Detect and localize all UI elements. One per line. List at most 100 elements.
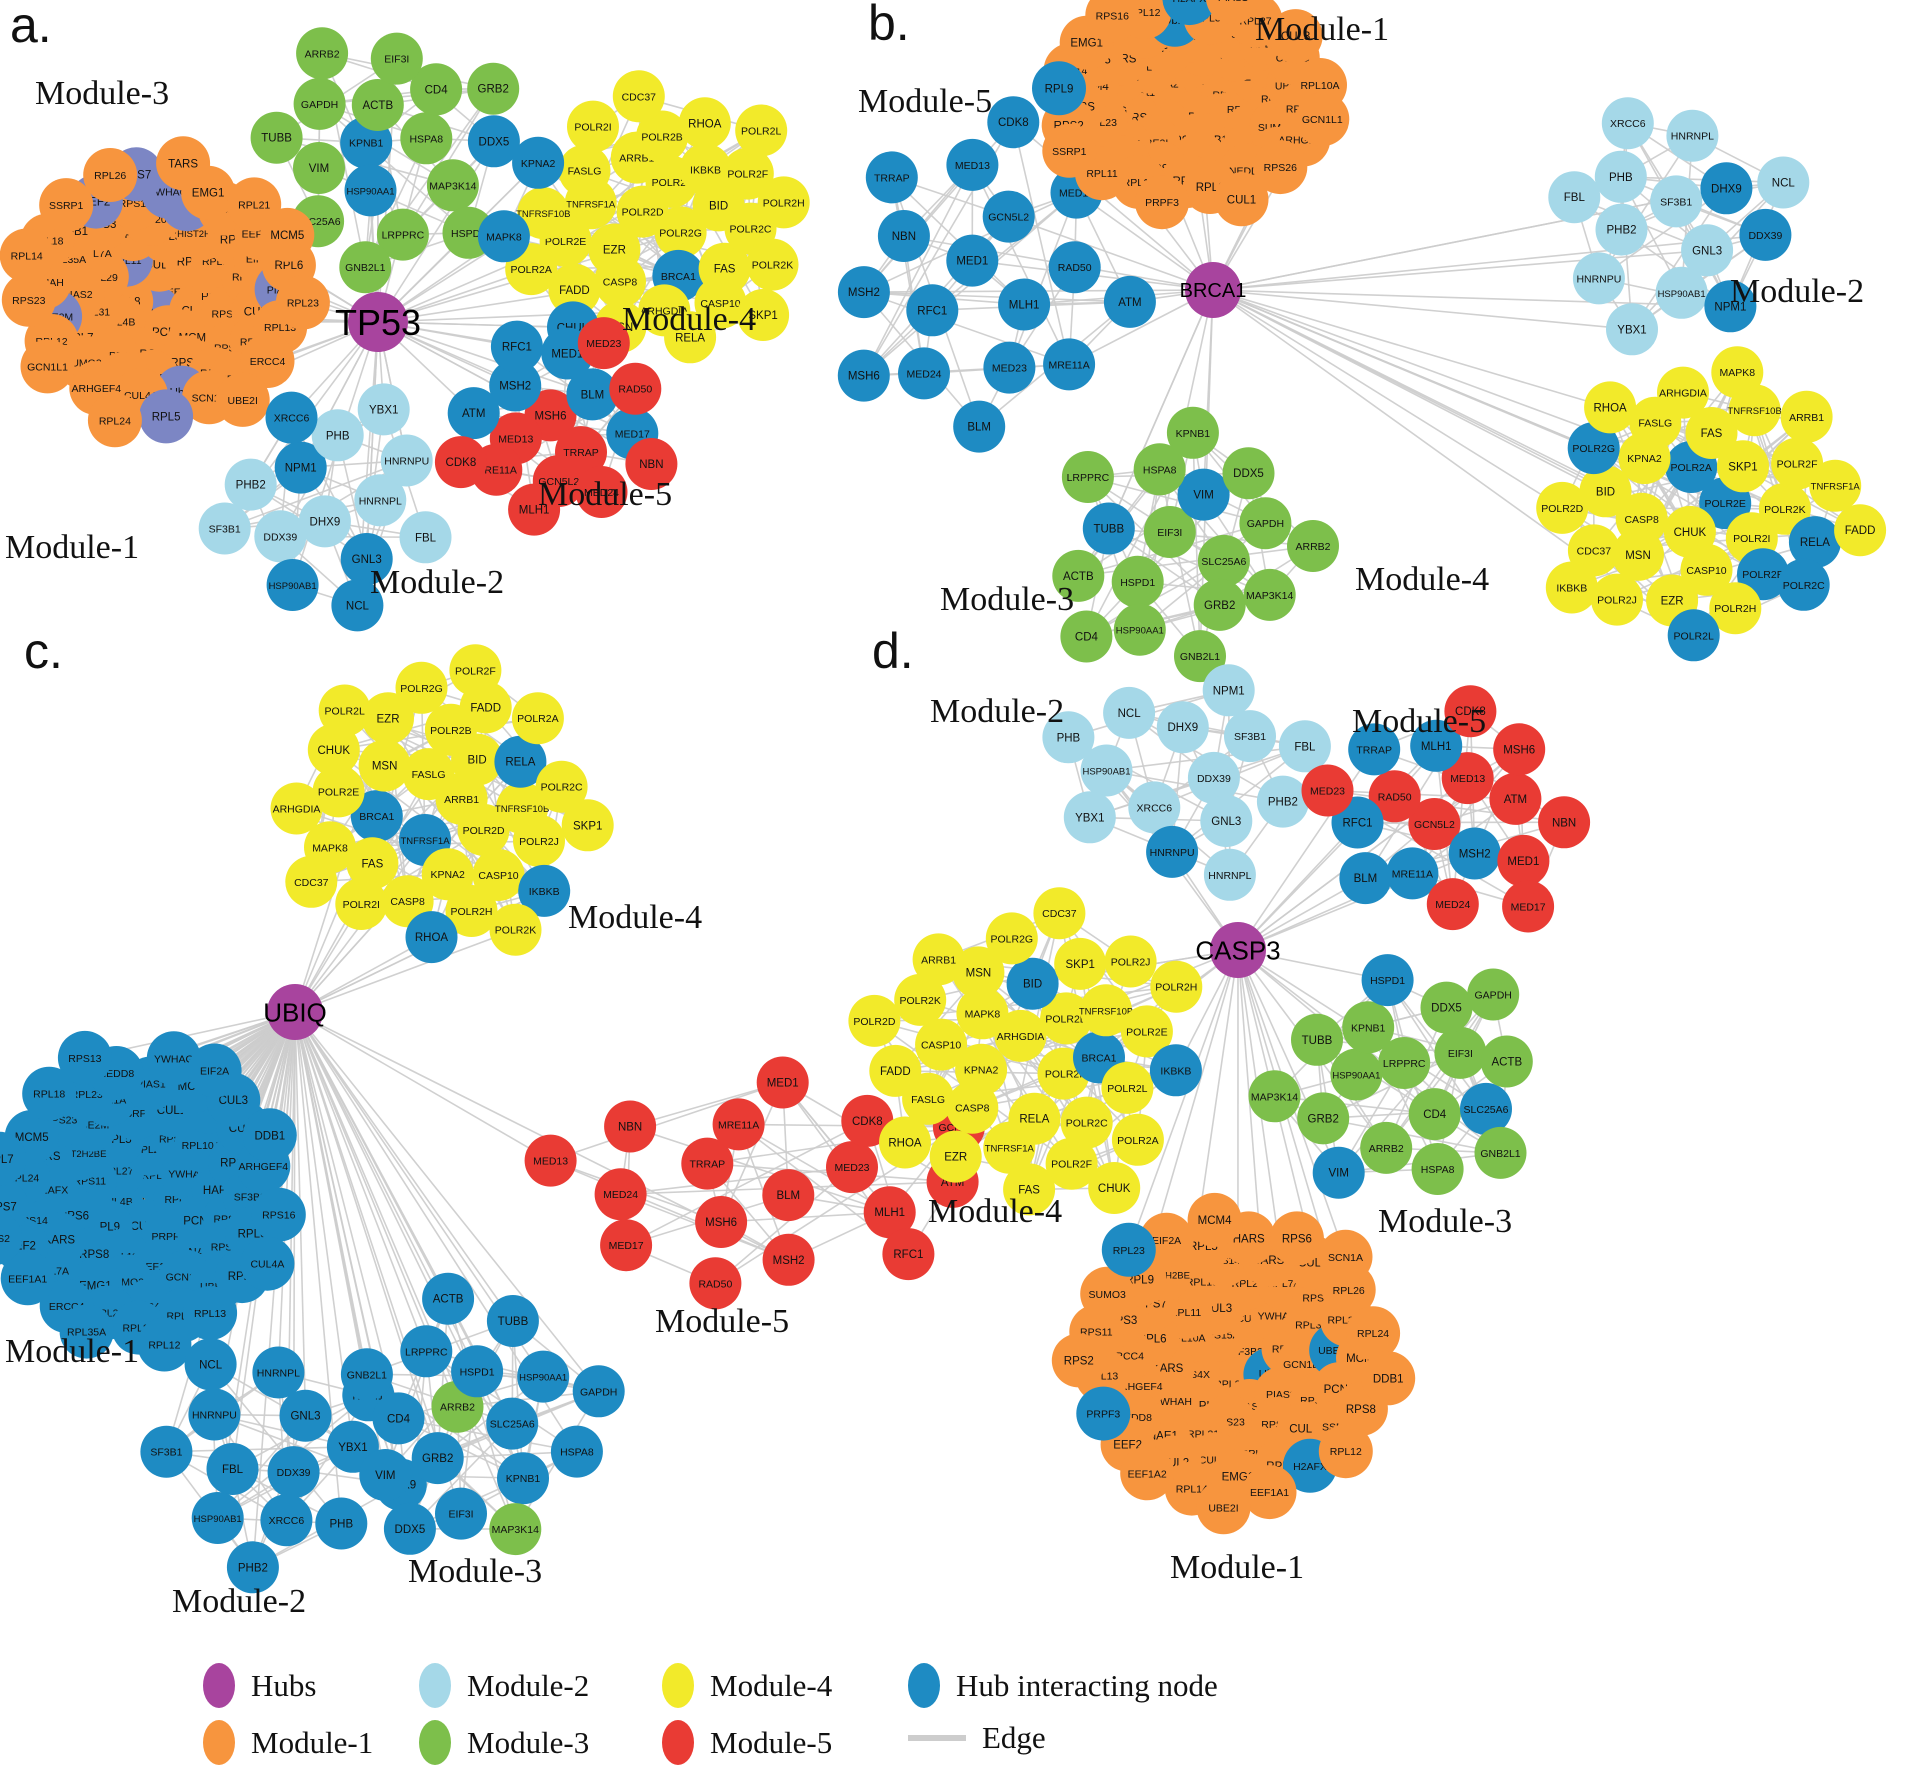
node-label: CHUK [1098, 1183, 1131, 1195]
node-label: POLR2H [1155, 982, 1197, 994]
node-label: MAPK8 [1719, 367, 1755, 379]
node-label: POLR2K [495, 925, 536, 937]
node-label: POLR2L [1107, 1083, 1147, 1095]
node-POLR2K [489, 903, 542, 956]
node-label: NPM1 [1213, 685, 1245, 697]
node-label: HNRNPU [1150, 847, 1195, 859]
node-RPL5 [139, 389, 194, 444]
node-label: POLR2K [1764, 504, 1805, 516]
node-label: GNB2L1 [347, 1369, 387, 1381]
node-UBE2I [1196, 1480, 1251, 1535]
node-LRPPRC [1061, 451, 1114, 503]
edge [1631, 187, 1728, 330]
node-label: MSH6 [1503, 744, 1535, 756]
node-POLR2D [457, 803, 510, 856]
node-FADD [548, 263, 601, 316]
node-XRCC6 [1601, 97, 1654, 150]
node-label: VIM [1193, 490, 1213, 502]
node-CASP10 [694, 276, 747, 329]
node-FAS [346, 837, 399, 890]
node-label: TNFRSF10B [516, 209, 570, 220]
node-POLR2K [1758, 482, 1811, 535]
node-label: TUBB [1093, 524, 1124, 536]
node-RPL7 [0, 1131, 27, 1186]
node-label: FAS [714, 264, 736, 276]
node-EEF1A1 [1242, 1465, 1297, 1520]
node-TRRAP [681, 1137, 734, 1190]
node-POLR2G [985, 912, 1038, 965]
node-label: MSN [1625, 550, 1651, 562]
node-MSH2 [762, 1233, 815, 1286]
node-MED1 [946, 234, 999, 287]
edge [714, 1166, 853, 1284]
node-label: ARRB1 [444, 794, 479, 806]
node-CHUK [307, 723, 360, 776]
node-PHB [1594, 150, 1647, 203]
node-label: RHOA [1593, 402, 1627, 414]
node-RHOA [405, 911, 458, 964]
node-label: MLH1 [874, 1207, 905, 1219]
node-PIAS2 [0, 1211, 23, 1265]
node-label: POLR2D [1541, 503, 1583, 515]
hub-node-UBIQ [267, 984, 323, 1040]
node-label: CHUK [1674, 527, 1707, 539]
node-SUMO3 [1080, 1266, 1135, 1321]
node-label: POLR2G [400, 683, 443, 695]
node-TNFRSF10B [1080, 984, 1132, 1037]
node-label: KPNB1 [1351, 1022, 1386, 1034]
node-label: TNFRSF10B [495, 804, 549, 815]
node-MED23 [1301, 764, 1354, 817]
node-label: EIF2A [200, 1066, 229, 1078]
node-CD4 [1408, 1088, 1461, 1141]
node-IKBKB [679, 143, 732, 196]
node-label: RELA [505, 757, 535, 769]
node-label: POLR2D [463, 825, 505, 837]
node-label: GRB2 [478, 84, 509, 96]
node-label: MAP3K14 [1246, 590, 1293, 602]
node-DDX5 [383, 1502, 436, 1555]
node-HNRNPL [354, 474, 407, 527]
node-EIF3I [370, 32, 423, 85]
node-label: MCM5 [15, 1132, 49, 1144]
node-label: ARRB2 [1369, 1143, 1404, 1155]
node-PHB [311, 409, 364, 462]
node-HSPD1 [1111, 555, 1164, 608]
node-ARRB1 [912, 933, 965, 986]
node-label: YWHAH [1153, 1396, 1192, 1408]
edge [294, 1011, 462, 1514]
node-label: NCL [1772, 178, 1796, 190]
node-label: POLR2C [1783, 580, 1825, 592]
node-label: RPL23 [71, 1089, 103, 1101]
hub-label: CASP3 [1195, 935, 1280, 965]
node-label: HNRNPU [384, 456, 429, 468]
node-DDX39 [1739, 208, 1792, 261]
node-FASLG [558, 144, 611, 197]
node-label: SLC25A6 [490, 1419, 535, 1431]
node-label: POLR2H [1714, 603, 1756, 615]
node-label: POLR2L [1674, 630, 1714, 642]
node-label: KARS [44, 1235, 76, 1247]
node-label: YBX1 [338, 1442, 367, 1454]
node-KPNA2 [512, 136, 565, 189]
node-RFC1 [490, 320, 543, 373]
node-label: CASP10 [921, 1040, 961, 1052]
node-label: KPNA2 [430, 869, 465, 881]
node-label: RPL5 [152, 411, 181, 423]
node-MED23 [983, 341, 1036, 394]
node-POLR2D [1536, 481, 1589, 534]
node-SLC25A6 [486, 1397, 539, 1450]
node-DDB1 [1361, 1351, 1416, 1406]
node-label: POLR2F [727, 169, 768, 181]
node-RFC1 [906, 284, 959, 337]
node-label: RPS8 [1346, 1404, 1376, 1416]
node-label: XRCC6 [1610, 118, 1646, 130]
node-label: RPL13 [194, 1308, 226, 1320]
module-label-c-module-1: Module-1 [5, 1333, 139, 1370]
node-label: HSPD1 [451, 228, 486, 240]
module-label-a-module-1: Module-1 [5, 529, 139, 566]
node-label: RPL23 [287, 298, 319, 310]
node-HSP90AB1 [1655, 266, 1708, 319]
node-ATM [447, 387, 500, 440]
hub-node-CASP3 [1210, 922, 1266, 978]
node-label: YBX1 [1075, 812, 1104, 824]
